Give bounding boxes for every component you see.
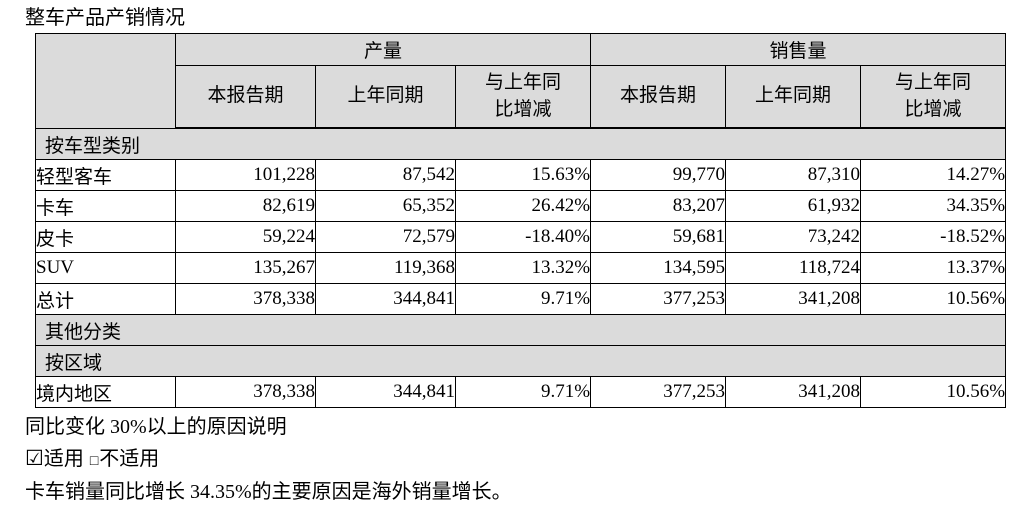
section-row-by-vehicle-type: 按车型类别 <box>34 127 1007 160</box>
table-cell: 10.56% <box>860 283 1007 315</box>
table-cell: 59,681 <box>590 221 727 253</box>
checkbox-unchecked-icon: □ <box>89 454 99 469</box>
table-cell: 9.71% <box>454 283 592 315</box>
column-header-sales-current: 本报告期 <box>590 65 727 129</box>
row-label: 皮卡 <box>35 221 176 253</box>
table-cell: 99,770 <box>590 159 727 191</box>
section-label: 按区域 <box>34 345 1007 377</box>
table-row-total: 总计 378,338 344,841 9.71% 377,253 341,208… <box>35 283 1007 315</box>
table-subheader-row: 本报告期 上年同期 与上年同 比增减 本报告期 上年同期 与上年同 比增减 <box>36 65 1007 129</box>
table-cell: 344,841 <box>315 376 456 408</box>
section-row-other-classification: 其他分类 <box>34 314 1007 346</box>
table-cell: 73,242 <box>725 221 862 253</box>
section-label: 按车型类别 <box>34 127 1007 160</box>
reason-heading: 同比变化 30%以上的原因说明 <box>25 416 287 438</box>
table-cell: 34.35% <box>860 190 1007 222</box>
table-cell: 87,542 <box>315 159 456 191</box>
column-group-production: 产量 <box>174 33 592 66</box>
table-cell: 65,352 <box>315 190 456 222</box>
table-cell: -18.40% <box>454 221 592 253</box>
applicability-line: ☑适用 □不适用 <box>25 443 1023 477</box>
row-label: 卡车 <box>35 190 176 222</box>
table-cell: 377,253 <box>590 283 727 315</box>
table-cell: 341,208 <box>725 376 862 408</box>
table-row-pickup: 皮卡 59,224 72,579 -18.40% 59,681 73,242 -… <box>35 221 1007 253</box>
table-cell: 72,579 <box>315 221 456 253</box>
row-label: 境内地区 <box>35 376 176 408</box>
table-cell: 344,841 <box>315 283 456 315</box>
table-cell: 341,208 <box>725 283 862 315</box>
column-header-production-yoy: 与上年同 比增减 <box>454 65 592 129</box>
not-applicable-label: 不适用 <box>99 448 160 470</box>
column-header-production-current: 本报告期 <box>175 65 316 129</box>
table-cell: 377,253 <box>590 376 727 408</box>
checkbox-checked-icon: ☑ <box>25 446 44 470</box>
production-sales-table: 产量 销售量 本报告期 上年同期 与上年同 比增减 本报告期 上年同期 与上年同… <box>34 33 1007 408</box>
table-cell: 118,724 <box>725 252 862 284</box>
table-cell: 87,310 <box>725 159 862 191</box>
page-title: 整车产品产销情况 <box>25 7 185 29</box>
table-cell: 13.32% <box>454 252 592 284</box>
row-label: 轻型客车 <box>35 159 176 191</box>
table-cell: 135,267 <box>175 252 316 284</box>
table-cell: 14.27% <box>860 159 1007 191</box>
section-label: 其他分类 <box>34 314 1007 346</box>
table-cell: 10.56% <box>860 376 1007 408</box>
footer-notes: 同比变化 30%以上的原因说明 ☑适用 □不适用 卡车销量同比增长 34.35%… <box>25 412 1023 508</box>
table-cell: 59,224 <box>175 221 316 253</box>
table-cell: 119,368 <box>315 252 456 284</box>
table-row-suv: SUV 135,267 119,368 13.32% 134,595 118,7… <box>35 252 1007 284</box>
table-cell: 13.37% <box>860 252 1007 284</box>
column-header-production-prior: 上年同期 <box>315 65 456 129</box>
table-cell: 15.63% <box>454 159 592 191</box>
table-cell: -18.52% <box>860 221 1007 253</box>
table-cell: 82,619 <box>175 190 316 222</box>
row-label: SUV <box>35 252 176 284</box>
table-cell: 9.71% <box>454 376 592 408</box>
column-header-sales-yoy: 与上年同 比增减 <box>860 65 1007 129</box>
table-row-domestic: 境内地区 378,338 344,841 9.71% 377,253 341,2… <box>35 376 1007 408</box>
column-group-sales: 销售量 <box>590 33 1007 66</box>
table-cell: 83,207 <box>590 190 727 222</box>
applicable-label: 适用 <box>43 448 84 470</box>
table-row-light-bus: 轻型客车 101,228 87,542 15.63% 99,770 87,310… <box>35 159 1007 191</box>
table-cell: 134,595 <box>590 252 727 284</box>
table-cell: 61,932 <box>725 190 862 222</box>
column-header-sales-prior: 上年同期 <box>725 65 862 129</box>
table-row-truck: 卡车 82,619 65,352 26.42% 83,207 61,932 34… <box>35 190 1007 222</box>
table-group-header-row: 产量 销售量 <box>35 33 1007 129</box>
table-cell: 101,228 <box>175 159 316 191</box>
reason-note: 卡车销量同比增长 34.35%的主要原因是海外销量增长。 <box>25 481 512 503</box>
corner-blank-cell <box>35 33 176 129</box>
table-cell: 26.42% <box>454 190 592 222</box>
table-cell: 378,338 <box>175 283 316 315</box>
section-row-by-region: 按区域 <box>34 345 1007 377</box>
row-label: 总计 <box>35 283 176 315</box>
table-cell: 378,338 <box>175 376 316 408</box>
